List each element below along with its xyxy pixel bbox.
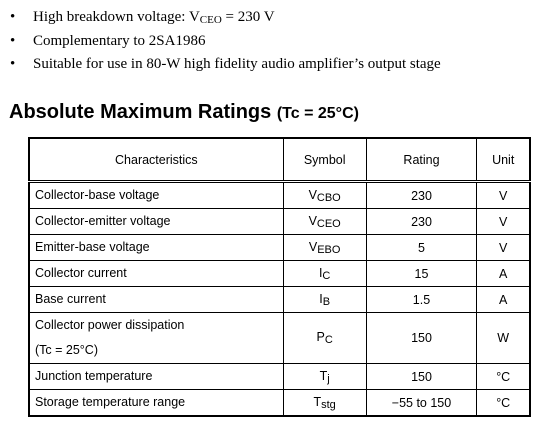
bullet-item: Suitable for use in 80-W high fidelity a… (10, 54, 441, 78)
symbol: V (308, 239, 318, 254)
symbol-cell: IC (282, 260, 367, 287)
text: Suitable for use in 80-W high fidelity a… (33, 56, 441, 72)
symbol-cell: IB (282, 286, 367, 313)
symbol-subscript: j (327, 372, 330, 385)
table-row: Collector power dissipation (Tc = 25°C) PC… (28, 312, 531, 364)
text: High breakdown voltage: V (33, 9, 200, 25)
subscript: CEO (199, 14, 222, 26)
title-condition: (Tc = 25°C) (276, 105, 359, 122)
unit-cell: V (476, 181, 531, 209)
rating-cell: 150 (365, 363, 478, 390)
characteristic-line: Base current (35, 292, 106, 306)
column-header: Symbol (282, 137, 367, 183)
symbol-cell: Tj (282, 363, 367, 390)
header-row: Characteristics Symbol Rating Unit (28, 137, 531, 183)
characteristic-cell: Emitter-base voltage (28, 234, 284, 261)
unit-cell: V (476, 208, 531, 235)
ratings-table: Characteristics Symbol Rating Unit Collector… (28, 137, 531, 417)
table-row: Collector-emitter voltage VCEO 230 V (28, 208, 531, 235)
characteristic-cell: Collector-emitter voltage (28, 208, 284, 235)
unit-cell: W (476, 312, 531, 364)
rating-cell: 150 (365, 312, 478, 364)
table-row: Base current IB 1.5 A (28, 286, 531, 313)
unit-cell: V (476, 234, 531, 261)
symbol: I (318, 265, 323, 280)
characteristic-cell: Collector-base voltage (28, 181, 284, 209)
symbol-cell: VEBO (282, 234, 367, 261)
symbol-cell: VCBO (282, 181, 367, 209)
symbol-subscript: CEO (316, 217, 341, 230)
rating-cell: 230 (365, 208, 478, 235)
table-row: Storage temperature range Tstg −55 to 150 °… (28, 389, 531, 417)
symbol-subscript: C (322, 269, 331, 282)
characteristic-cell: Collector current (28, 260, 284, 287)
table-row: Emitter-base voltage VEBO 5 V (28, 234, 531, 261)
symbol: T (313, 394, 322, 409)
characteristic-line: Emitter-base voltage (35, 240, 150, 254)
characteristic-line: Collector power dissipation (35, 318, 185, 332)
section-title: Absolute Maximum Ratings (Tc = 25°C) (9, 101, 359, 124)
characteristic-line: Collector-emitter voltage (35, 214, 171, 228)
text: Complementary to 2SA1986 (33, 32, 206, 49)
text: = 230 V (221, 9, 275, 25)
bullet-item: High breakdown voltage: VCEO = 230 V (10, 7, 441, 31)
rating-cell: 230 (365, 181, 478, 209)
symbol-cell: Tstg (282, 389, 367, 417)
rating-cell: 15 (365, 260, 478, 287)
table-row: Junction temperature Tj 150 °C (28, 363, 531, 390)
title-text: Absolute Maximum Ratings (9, 101, 272, 123)
symbol-cell: PC (282, 312, 367, 364)
characteristic-line: Storage temperature range (35, 395, 186, 409)
symbol: V (308, 187, 317, 202)
symbol: V (308, 213, 317, 228)
symbol-subscript: B (322, 295, 331, 308)
characteristic-line: Junction temperature (35, 369, 153, 383)
characteristic-line: Collector current (35, 266, 127, 280)
rating-cell: 1.5 (365, 286, 478, 313)
symbol-subscript: stg (321, 398, 336, 411)
symbol: P (316, 330, 325, 344)
characteristic-cell: Collector power dissipation (Tc = 25°C) (28, 312, 284, 364)
unit-cell: A (476, 286, 531, 313)
symbol-subscript: CBO (316, 191, 341, 204)
table-row: Collector-base voltage VCBO 230 V (28, 181, 531, 209)
symbol: T (319, 368, 328, 383)
characteristic-line: Collector-base voltage (35, 188, 160, 202)
column-header: Characteristics (28, 137, 284, 183)
unit-cell: A (476, 260, 531, 287)
column-header: Rating (365, 137, 478, 183)
characteristic-cell: Base current (28, 286, 284, 313)
column-header: Unit (476, 137, 531, 183)
symbol-cell: VCEO (282, 208, 367, 235)
characteristic-cell: Junction temperature (28, 363, 284, 390)
symbol-subscript: C (324, 334, 333, 346)
characteristic-line: (Tc = 25°C) (35, 343, 99, 357)
unit-cell: °C (476, 389, 531, 417)
symbol-subscript: EBO (317, 243, 341, 256)
rating-cell: −55 to 150 (365, 389, 478, 417)
bullet-list: High breakdown voltage: VCEO = 230 VComp… (10, 7, 441, 78)
unit-cell: °C (476, 363, 531, 390)
characteristic-cell: Storage temperature range (28, 389, 284, 417)
rating-cell: 5 (365, 234, 478, 261)
bullet-item: Complementary to 2SA1986 (10, 31, 441, 55)
table-row: Collector current IC 15 A (28, 260, 531, 287)
symbol: I (319, 291, 323, 306)
